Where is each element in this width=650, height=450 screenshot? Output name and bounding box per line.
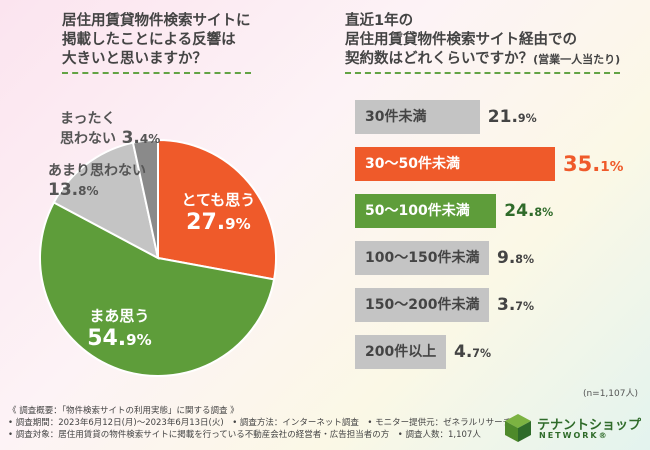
bar-value-label: 35.1%: [563, 152, 624, 176]
bar-category-label: 30件未満: [365, 109, 427, 125]
pie-title-line: 掲載したことによる反響は: [62, 32, 236, 48]
footer-line: • 調査期間：2023年6月12日(月)～2023年6月13日(火) • 調査方…: [8, 418, 512, 428]
footer-line: • 調査対象：居住用賃貸の物件検索サイトに掲載を行っている不動産会社の経営者・広…: [8, 430, 481, 440]
pie-slice: [131, 138, 159, 259]
bar-value-label: 4.7%: [454, 342, 492, 362]
pie-title-line: 大きいと思いますか？: [62, 51, 207, 67]
pie-slice-label: まったく思わない 3.4%: [60, 108, 160, 148]
bar: [355, 288, 489, 322]
cube-logo-icon: [505, 414, 531, 442]
bar-question-title: 直近1年の 居住用賃貸物件検索サイト経由での 契約数はどれくらいですか？(営業一…: [345, 12, 621, 74]
bar-value-label: 3.7%: [497, 295, 535, 315]
pie-slice-value: 54.9%: [87, 325, 152, 351]
pie-slice-name: あまり思わない: [48, 163, 146, 179]
pie-slice-label: まあ思う 54.9%: [69, 305, 169, 351]
logo-name: テナントショップ: [537, 418, 642, 433]
pie-slice: [52, 141, 160, 260]
pie-slice-name: まったく: [60, 111, 116, 127]
bar-value-label: 24.8%: [504, 201, 554, 221]
bar: [355, 335, 446, 369]
bar-category-label: 30〜50件未満: [365, 156, 460, 172]
footer-line: 《 調査概要：「物件検索サイトの利用実態」に関する調査 》: [8, 406, 239, 416]
pie-question-title: 居住用賃貸物件検索サイトに 掲載したことによる反響は 大きいと思いますか？: [62, 12, 251, 74]
bar: [355, 100, 480, 134]
bar-value-label: 21.9%: [487, 107, 537, 127]
bar-title-line: 居住用賃貸物件検索サイト経由での: [345, 32, 577, 48]
bar-title-line: 直近1年の: [345, 13, 414, 29]
bar-value-label: 9.8%: [497, 248, 535, 268]
pie-slice-name: 思わない: [60, 131, 116, 147]
pie-slice: [39, 201, 276, 377]
pie-slice-label: あまり思わない 13.8%: [48, 160, 146, 200]
logo-subtitle: NETWORK®: [539, 431, 609, 440]
pie-slice-label: とても思う 27.9%: [168, 189, 268, 235]
bar: [355, 241, 489, 275]
pie-title-line: 居住用賃貸物件検索サイトに: [62, 13, 251, 29]
bar-category-label: 100〜150件未満: [365, 250, 480, 266]
bar-category-label: 50〜100件未満: [365, 203, 470, 219]
pie-slice-value: 27.9%: [186, 209, 251, 235]
survey-footer: 《 調査概要：「物件検索サイトの利用実態」に関する調査 》 • 調査期間：202…: [8, 405, 511, 441]
sample-size-note: (n=1,107人): [582, 389, 638, 399]
bar-title-line-text: 契約数はどれくらいですか？: [345, 51, 534, 67]
pie-slice: [157, 138, 277, 281]
pie-slice-name: とても思う: [181, 190, 256, 209]
bar-title-suffix: (営業一人当たり): [533, 53, 621, 66]
bar: [355, 147, 555, 181]
pie-slice-value: 3.4%: [121, 128, 161, 148]
bar: [355, 194, 497, 228]
company-logo: テナントショップ NETWORK®: [503, 412, 643, 446]
pie-slice-value: 13.8%: [48, 180, 99, 200]
bar-title-line: 契約数はどれくらいですか？(営業一人当たり): [345, 50, 620, 69]
bar-category-label: 150〜200件未満: [365, 297, 480, 313]
pie-slice-name: まあ思う: [89, 306, 150, 325]
bar-category-label: 200件以上: [365, 344, 437, 360]
